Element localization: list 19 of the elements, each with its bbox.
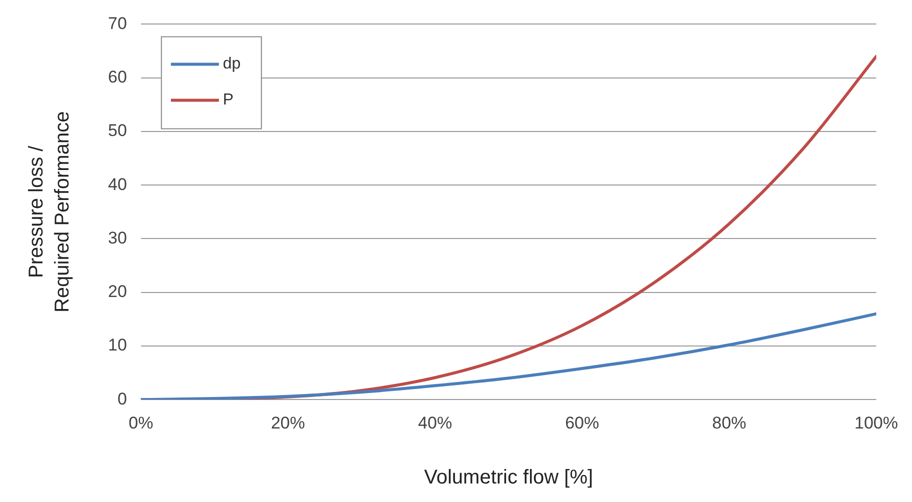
y-tick-label: 20 [108, 282, 127, 302]
y-tick-label: 70 [108, 14, 127, 33]
y-tick-label: 40 [108, 174, 127, 194]
line-series [140, 312, 876, 400]
y-axis-title: Pressure loss / Required Performance [26, 111, 74, 313]
y-tick-label: 50 [108, 121, 127, 140]
y-tick-label: 0 [117, 389, 127, 408]
y-tick-label: 30 [108, 228, 127, 248]
x-tick-label: 100% [854, 413, 898, 432]
legend-label: P [222, 92, 234, 109]
x-tick-label: 0% [128, 413, 154, 432]
legend-label: dp [222, 56, 241, 73]
x-tick-label: 20% [270, 413, 305, 432]
y-tick-label: 10 [108, 336, 127, 355]
x-axis-title: Volumetric flow [%] [424, 466, 594, 489]
x-tick-label: 60% [565, 413, 600, 432]
y-tick-label: 60 [108, 68, 127, 87]
x-tick-label: 80% [712, 413, 746, 432]
x-tick-label: 40% [418, 413, 452, 432]
